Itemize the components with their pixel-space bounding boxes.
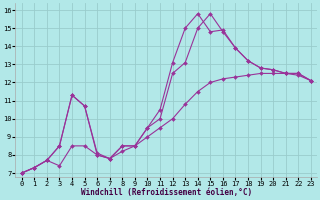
X-axis label: Windchill (Refroidissement éolien,°C): Windchill (Refroidissement éolien,°C) — [81, 188, 252, 197]
